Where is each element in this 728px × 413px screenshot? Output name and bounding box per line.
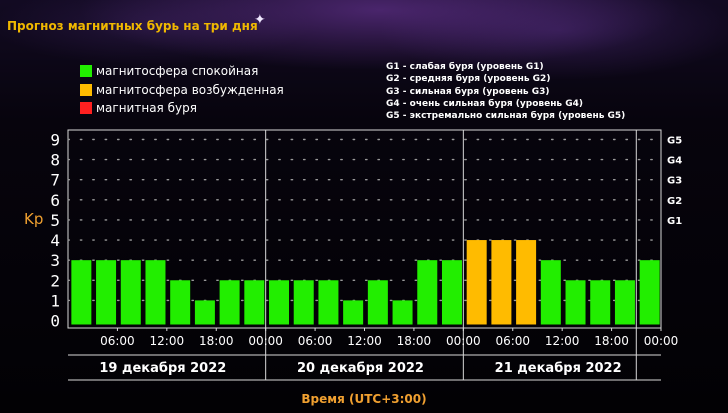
x-tick-label: 12:00: [347, 334, 382, 348]
legend-item-quiet: магнитосфера спокойная: [80, 64, 258, 78]
y-tick-label: 6: [50, 191, 60, 210]
g-level-tick-label: G4: [667, 156, 682, 167]
star-sparkle-icon: ✦: [254, 12, 266, 28]
x-tick-label: 18:00: [199, 334, 234, 348]
storm-level-g5: G5 - экстремально сильная буря (уровень …: [386, 111, 626, 122]
kp-bar: [441, 260, 462, 325]
storm-level-g4: G4 - очень сильная буря (уровень G4): [386, 98, 584, 109]
kp-bar: [318, 280, 339, 325]
x-tick-label: 00:00: [644, 334, 679, 348]
legend-label-storm: магнитная буря: [96, 101, 197, 115]
kp-bar: [639, 260, 660, 325]
x-tick-label: 06:00: [495, 334, 530, 348]
kp-bar: [417, 260, 438, 325]
kp-bar: [392, 300, 413, 325]
legend-swatch-quiet: [80, 65, 92, 77]
kp-bar: [343, 300, 364, 325]
kp-bar: [269, 280, 290, 325]
kp-bar: [244, 280, 265, 325]
x-axis-title: Время (UTC+3:00): [301, 392, 427, 406]
y-tick-label: 1: [50, 291, 60, 310]
kp-bar: [145, 260, 166, 325]
kp-bar: [71, 260, 92, 325]
x-tick-label: 06:00: [100, 334, 135, 348]
kp-bar: [293, 280, 314, 325]
x-tick-label: 12:00: [150, 334, 185, 348]
kp-bar: [491, 240, 512, 325]
x-tick-label: 00:00: [446, 334, 481, 348]
kp-bar: [614, 280, 635, 325]
storm-level-g3: G3 - сильная буря (уровень G3): [386, 86, 550, 97]
day-label: 19 декабря 2022: [99, 361, 226, 376]
legend-label-quiet: магнитосфера спокойная: [96, 64, 259, 78]
y-tick-label: 8: [50, 151, 60, 170]
x-tick-label: 18:00: [397, 334, 432, 348]
g-level-tick-label: G2: [667, 196, 682, 207]
kp-bar: [194, 300, 215, 325]
kp-bar: [219, 280, 240, 325]
y-tick-label: 9: [50, 131, 60, 150]
g-level-tick-label: G5: [667, 136, 682, 147]
x-tick-label: 00:00: [248, 334, 283, 348]
legend-item-active: магнитосфера возбужденная: [80, 83, 284, 97]
kp-bar: [466, 240, 487, 325]
kp-bar: [565, 280, 586, 325]
kp-bar: [367, 280, 388, 325]
y-tick-label: 7: [50, 171, 60, 190]
legend-label-active: магнитосфера возбужденная: [96, 83, 284, 97]
kp-bar: [516, 240, 537, 325]
x-tick-label: 06:00: [298, 334, 333, 348]
kp-bar: [96, 260, 117, 325]
storm-level-g1: G1 - слабая буря (уровень G1): [386, 62, 544, 72]
y-tick-label: 0: [50, 312, 60, 331]
y-tick-label: 5: [50, 211, 60, 230]
kp-bar: [590, 280, 611, 325]
x-tick-label: 12:00: [545, 334, 580, 348]
g-level-tick-label: G3: [667, 176, 682, 187]
legend-swatch-storm: [80, 102, 92, 114]
y-axis-title: Kp: [24, 210, 43, 228]
legend-swatch-active: [80, 84, 92, 96]
day-label: 20 декабря 2022: [297, 361, 424, 376]
kp-bar: [540, 260, 561, 325]
y-tick-label: 3: [50, 251, 60, 270]
day-label: 21 декабря 2022: [495, 361, 622, 376]
storm-level-g2: G2 - средняя буря (уровень G2): [386, 74, 551, 85]
storm-level-legend: G1 - слабая буря (уровень G1) G2 - средн…: [386, 61, 625, 122]
page-title: Прогноз магнитных бурь на три дня: [7, 19, 258, 33]
y-tick-label: 4: [50, 231, 60, 250]
legend-item-storm: магнитная буря: [80, 101, 197, 115]
g-level-tick-label: G1: [667, 216, 682, 227]
kp-bar: [120, 260, 141, 325]
kp-bar: [170, 280, 191, 325]
y-tick-label: 2: [50, 271, 60, 290]
x-tick-label: 18:00: [594, 334, 629, 348]
